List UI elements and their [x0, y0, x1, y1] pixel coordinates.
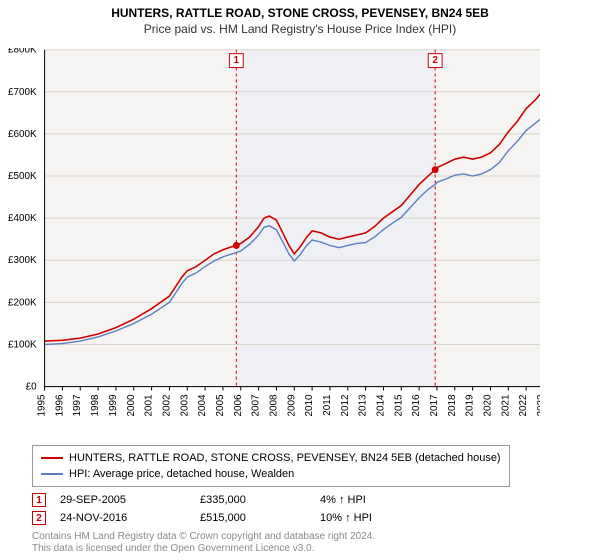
x-tick-label: 2001	[144, 394, 155, 417]
x-tick-label: 2012	[340, 395, 351, 417]
legend-series-row: HPI: Average price, detached house, Weal…	[41, 466, 501, 482]
tx-delta: 10% ↑ HPI	[320, 512, 440, 524]
tx-price: £335,000	[200, 494, 320, 506]
x-tick-label: 1997	[72, 395, 83, 417]
x-tick-label: 2011	[322, 394, 333, 416]
legend-series-box: HUNTERS, RATTLE ROAD, STONE CROSS, PEVEN…	[32, 445, 510, 487]
x-tick-label: 2019	[465, 394, 476, 417]
x-tick-label: 2002	[161, 395, 172, 417]
y-tick-label: £100K	[8, 339, 37, 350]
legend-swatch	[41, 473, 63, 475]
x-tick-label: 2015	[393, 394, 404, 417]
legend-label: HPI: Average price, detached house, Weal…	[69, 466, 294, 482]
y-tick-label: £800K	[8, 48, 37, 56]
x-tick-label: 2000	[126, 394, 137, 417]
x-tick-label: 2010	[304, 394, 315, 417]
attribution-line2: This data is licensed under the Open Gov…	[32, 543, 375, 555]
attribution: Contains HM Land Registry data © Crown c…	[32, 531, 375, 555]
price-chart: £0 £100K £200K £300K £400K £500K £600K £700K £80…	[0, 48, 540, 418]
x-tick-label: 2005	[215, 394, 226, 417]
x-tick-label: 2007	[251, 395, 262, 417]
attribution-line1: Contains HM Land Registry data © Crown c…	[32, 531, 375, 543]
x-tick-label: 2022	[518, 395, 529, 417]
x-tick-label: 2017	[429, 395, 440, 417]
x-tick-label: 2008	[268, 394, 279, 417]
x-tick-label: 2018	[447, 394, 458, 417]
marker-number: 1	[234, 55, 240, 66]
chart-title: HUNTERS, RATTLE ROAD, STONE CROSS, PEVEN…	[0, 0, 600, 20]
x-tick-label: 2004	[197, 394, 208, 417]
x-tick-label: 2013	[358, 394, 369, 417]
y-tick-label: £200K	[8, 297, 37, 308]
x-tick-label: 1999	[108, 394, 119, 417]
y-tick-label: £300K	[8, 255, 37, 266]
x-tick-label: 1995	[37, 394, 48, 417]
legend: HUNTERS, RATTLE ROAD, STONE CROSS, PEVEN…	[32, 445, 572, 525]
y-tick-label: £600K	[8, 129, 37, 140]
x-tick-label: 2020	[482, 394, 493, 417]
y-tick-label: £700K	[8, 87, 37, 98]
x-tick-label: 2016	[411, 394, 422, 417]
x-tick-label: 1998	[90, 394, 101, 417]
x-tick-label: 2006	[233, 394, 244, 417]
tx-date: 24-NOV-2016	[60, 512, 200, 524]
legend-swatch	[41, 457, 63, 459]
legend-series-row: HUNTERS, RATTLE ROAD, STONE CROSS, PEVEN…	[41, 450, 501, 466]
x-tick-label: 1996	[54, 394, 65, 417]
marker-number: 2	[432, 55, 438, 66]
x-tick-label: 2023	[536, 394, 540, 417]
legend-label: HUNTERS, RATTLE ROAD, STONE CROSS, PEVEN…	[69, 450, 501, 466]
x-tick-label: 2014	[375, 394, 386, 417]
x-tick-label: 2021	[500, 394, 511, 417]
chart-subtitle: Price paid vs. HM Land Registry's House …	[0, 20, 600, 40]
x-tick-label: 2009	[286, 394, 297, 417]
y-tick-label: £400K	[8, 213, 37, 224]
tx-marker: 2	[32, 511, 46, 525]
x-tick-label: 2003	[179, 394, 190, 417]
tx-marker: 1	[32, 493, 46, 507]
y-tick-label: £500K	[8, 171, 37, 182]
tx-delta: 4% ↑ HPI	[320, 494, 440, 506]
tx-date: 29-SEP-2005	[60, 494, 200, 506]
transactions-table: 1 29-SEP-2005£335,0004% ↑ HPI 2 24-NOV-2016…	[32, 493, 572, 525]
tx-price: £515,000	[200, 512, 320, 524]
y-tick-label: £0	[26, 382, 38, 393]
